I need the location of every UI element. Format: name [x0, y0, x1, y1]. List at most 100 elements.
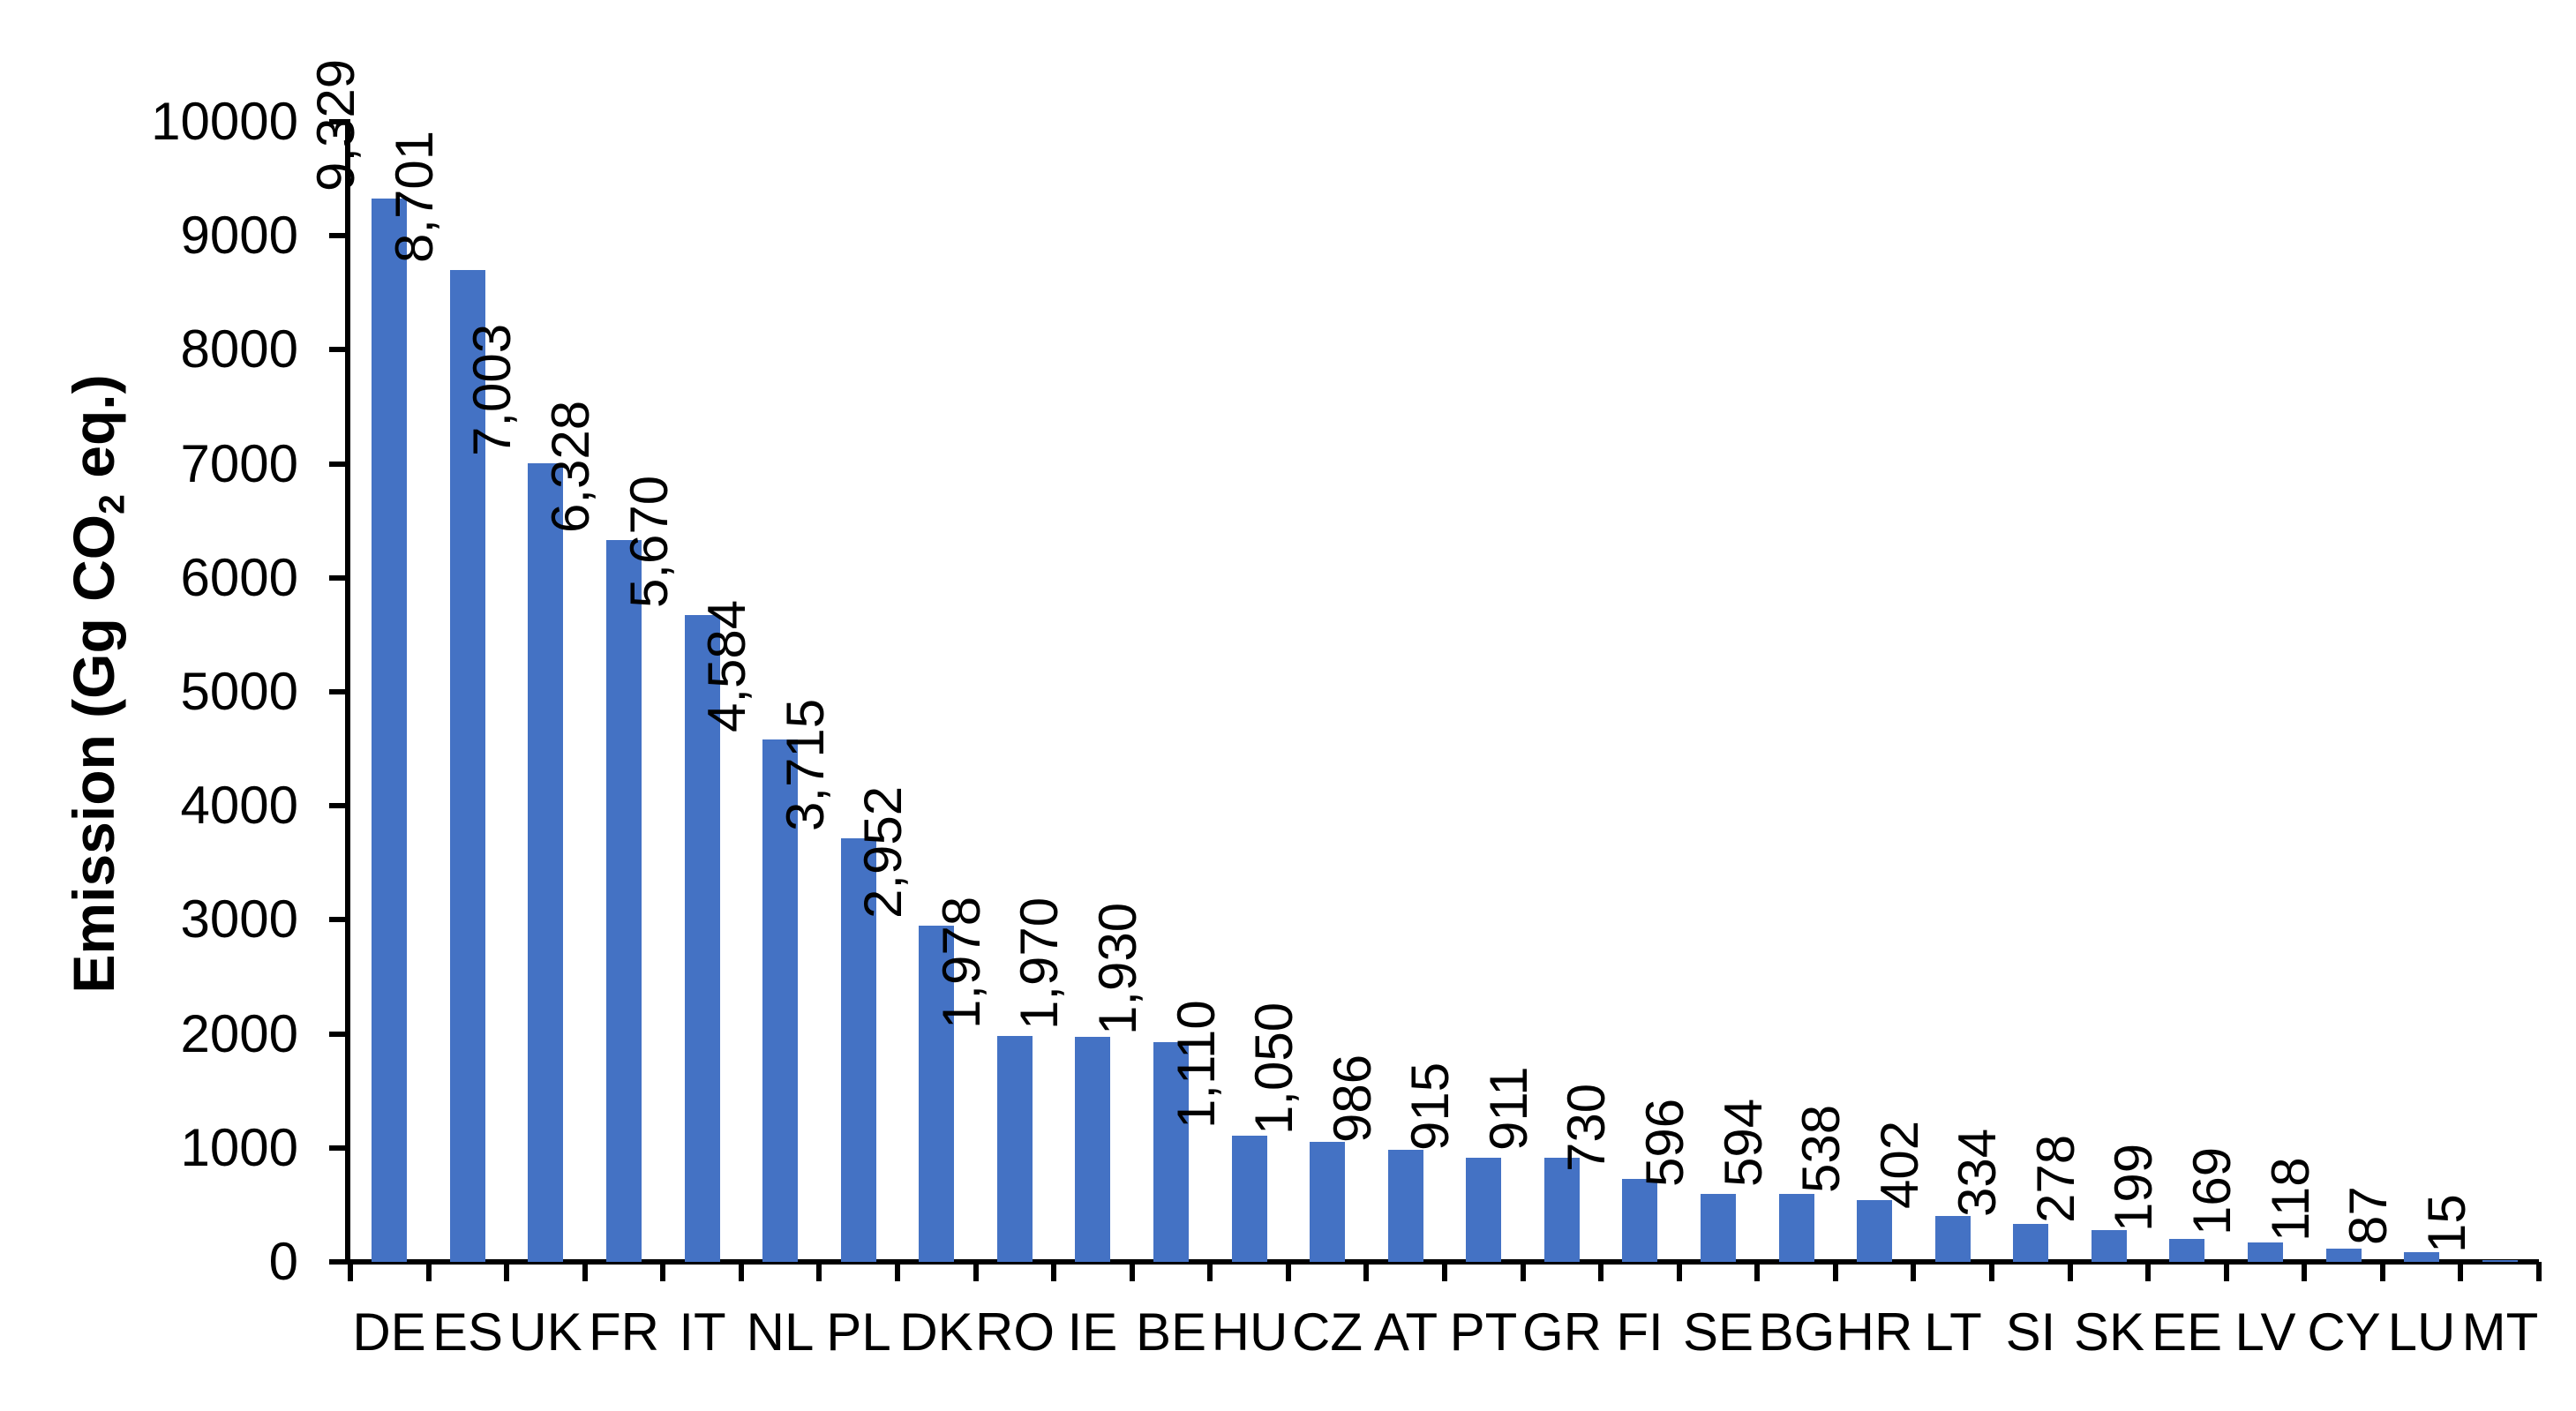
bar-value-label: 169 [2182, 1146, 2242, 1235]
bar-value-label: 538 [1791, 1104, 1851, 1193]
y-tick-mark [329, 917, 349, 923]
y-tick-mark [329, 347, 349, 353]
x-category-label: FR [589, 1302, 659, 1362]
y-tick-label: 8000 [180, 319, 298, 379]
x-tick-mark [348, 1262, 353, 1281]
y-tick-label: 0 [268, 1232, 298, 1291]
x-tick-mark [1989, 1262, 1994, 1281]
bar-value-label: 1,050 [1244, 1002, 1303, 1135]
x-tick-mark [1285, 1262, 1291, 1281]
bar-value-label: 986 [1323, 1054, 1382, 1143]
bar [1544, 1158, 1580, 1262]
y-tick-label: 10000 [151, 92, 298, 151]
x-category-label: CY [2307, 1302, 2381, 1362]
x-tick-mark [2067, 1262, 2073, 1281]
x-category-label: HR [1836, 1302, 1913, 1362]
bar-value-label: 278 [2026, 1134, 2085, 1223]
x-category-label: GR [1522, 1302, 1602, 1362]
x-tick-mark [1051, 1262, 1057, 1281]
bar-value-label: 402 [1870, 1120, 1929, 1209]
bar-value-label: 911 [1479, 1066, 1538, 1151]
x-category-label: DK [899, 1302, 973, 1362]
x-tick-mark [1442, 1262, 1447, 1281]
bar [2482, 1260, 2518, 1262]
y-tick-mark [329, 1259, 349, 1265]
bar-value-label: 87 [2339, 1186, 2398, 1245]
bar-value-label: 3,715 [776, 698, 835, 831]
y-tick-label: 2000 [180, 1003, 298, 1063]
y-tick-mark [329, 461, 349, 467]
bar-value-label: 594 [1714, 1098, 1773, 1187]
bar [997, 1036, 1033, 1262]
bar [2404, 1252, 2439, 1262]
bar [2013, 1224, 2048, 1262]
x-tick-mark [2379, 1262, 2385, 1281]
bar-value-label: 2,952 [853, 785, 912, 919]
x-category-label: LT [1924, 1302, 1982, 1362]
bar-value-label: 915 [1401, 1062, 1460, 1151]
bar [1857, 1200, 1892, 1262]
x-category-label: FI [1616, 1302, 1664, 1362]
x-tick-mark [2458, 1262, 2464, 1281]
bar-value-label: 596 [1635, 1098, 1694, 1187]
bar-value-label: 730 [1557, 1083, 1616, 1172]
x-tick-mark [2536, 1262, 2542, 1281]
y-tick-label: 9000 [180, 206, 298, 266]
y-tick-label: 7000 [180, 433, 298, 493]
x-tick-mark [1754, 1262, 1761, 1281]
bar-value-label: 7,003 [462, 323, 522, 456]
bar-value-label: 118 [2261, 1157, 2320, 1242]
y-tick-label: 4000 [180, 776, 298, 836]
bar-value-label: 5,670 [620, 475, 679, 608]
y-tick-label: 6000 [180, 547, 298, 607]
x-category-label: DE [352, 1302, 426, 1362]
y-tick-mark [329, 1145, 349, 1151]
x-category-label: UK [508, 1302, 582, 1362]
x-tick-mark [582, 1262, 588, 1281]
y-tick-mark [329, 119, 349, 124]
bar-value-label: 1,110 [1167, 1000, 1226, 1129]
x-category-label: SE [1682, 1302, 1754, 1362]
x-tick-mark [1363, 1262, 1370, 1281]
bar [372, 199, 407, 1262]
x-tick-mark [2145, 1262, 2152, 1281]
x-tick-mark [1676, 1262, 1682, 1281]
x-tick-mark [660, 1262, 666, 1281]
x-tick-mark [425, 1262, 432, 1281]
bar [1232, 1136, 1267, 1262]
x-category-label: CZ [1292, 1302, 1363, 1362]
bar-value-label: 6,328 [541, 400, 600, 533]
bar [1701, 1194, 1736, 1262]
y-tick-mark [329, 574, 349, 581]
x-category-label: HU [1211, 1302, 1288, 1362]
x-tick-mark [504, 1262, 510, 1281]
bar-value-label: 1,930 [1088, 902, 1147, 1035]
x-category-label: PL [826, 1302, 891, 1362]
y-tick-label: 1000 [180, 1117, 298, 1177]
x-tick-mark [738, 1262, 744, 1281]
x-tick-mark [2302, 1262, 2308, 1281]
bar-value-label: 1,978 [932, 896, 991, 1029]
x-category-label: EE [2151, 1302, 2223, 1362]
bar [1310, 1142, 1345, 1262]
bar [762, 739, 798, 1262]
bar [2169, 1239, 2204, 1262]
bar [2092, 1230, 2127, 1262]
x-tick-mark [816, 1262, 822, 1281]
bar [919, 926, 954, 1262]
x-tick-mark [1911, 1262, 1917, 1281]
x-tick-mark [895, 1262, 900, 1281]
x-tick-mark [1832, 1262, 1838, 1281]
y-tick-label: 5000 [180, 662, 298, 721]
bar [1466, 1158, 1501, 1262]
bar [1935, 1216, 1971, 1262]
bar [685, 615, 720, 1262]
x-category-label: RO [975, 1302, 1055, 1362]
x-category-label: SI [2005, 1302, 2056, 1362]
bar-value-label: 15 [2417, 1194, 2476, 1253]
bar [2248, 1242, 2283, 1262]
x-category-label: BE [1135, 1302, 1207, 1362]
x-tick-mark [973, 1262, 979, 1281]
y-tick-label: 3000 [180, 889, 298, 949]
